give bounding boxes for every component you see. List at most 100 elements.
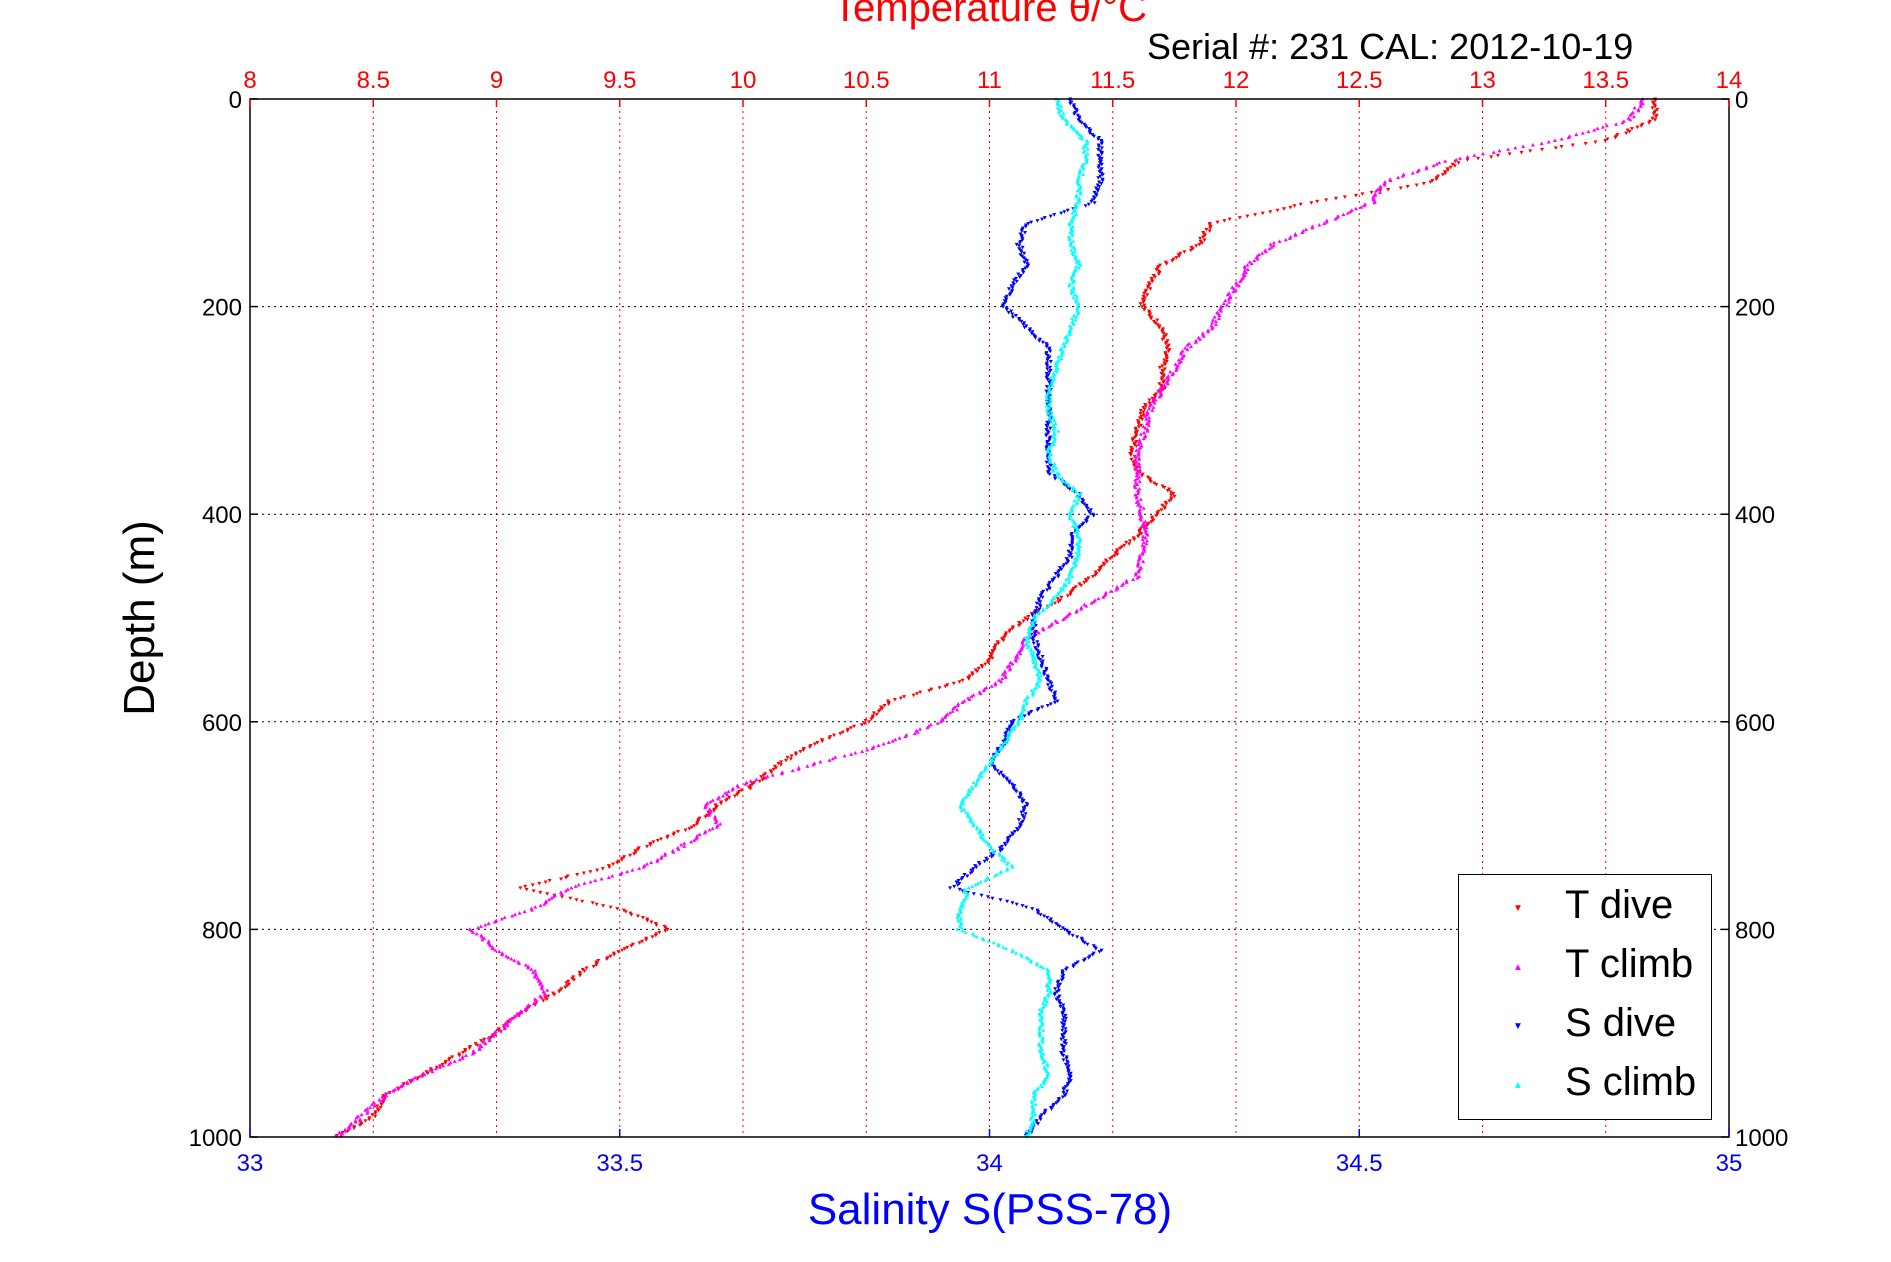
data-point-s-dive bbox=[1036, 911, 1041, 916]
data-point-t-climb bbox=[588, 879, 593, 884]
data-point-s-dive bbox=[1061, 1015, 1066, 1019]
data-point-s-dive bbox=[1035, 653, 1040, 658]
data-point-t-climb bbox=[1063, 616, 1068, 620]
data-point-s-dive bbox=[1045, 703, 1050, 708]
data-point-s-climb bbox=[1063, 335, 1068, 340]
data-point-s-climb bbox=[1028, 1127, 1033, 1132]
data-point-t-climb bbox=[1003, 675, 1008, 679]
data-point-s-climb bbox=[1073, 317, 1078, 322]
data-point-t-climb bbox=[890, 739, 895, 743]
data-point-t-dive bbox=[1653, 115, 1658, 119]
data-point-s-dive bbox=[1038, 604, 1043, 609]
data-point-s-dive bbox=[1044, 460, 1049, 465]
data-point-s-climb bbox=[986, 876, 991, 881]
data-point-t-dive bbox=[425, 1071, 430, 1076]
data-point-t-climb bbox=[645, 862, 650, 866]
data-point-s-climb bbox=[1052, 596, 1057, 601]
data-point-s-climb bbox=[1067, 237, 1072, 242]
data-point-s-climb bbox=[1040, 1040, 1045, 1044]
data-point-t-dive bbox=[1288, 205, 1293, 210]
data-point-t-dive bbox=[1202, 238, 1207, 242]
depth-tick-label-right: 0 bbox=[1735, 87, 1748, 114]
data-point-t-dive bbox=[546, 994, 551, 999]
data-point-s-climb bbox=[1003, 946, 1008, 951]
data-point-t-dive bbox=[622, 947, 627, 951]
data-point-t-dive bbox=[712, 809, 717, 813]
data-point-t-dive bbox=[1073, 585, 1078, 589]
data-point-s-climb bbox=[1052, 463, 1057, 467]
data-point-t-climb bbox=[359, 1112, 364, 1117]
data-point-s-climb bbox=[995, 752, 1000, 756]
data-point-s-climb bbox=[1003, 740, 1008, 745]
data-point-s-climb bbox=[1032, 687, 1037, 691]
data-point-s-dive bbox=[1016, 818, 1021, 822]
data-point-t-climb bbox=[363, 1108, 368, 1112]
data-point-t-climb bbox=[533, 971, 538, 976]
data-point-s-dive bbox=[1073, 962, 1078, 966]
data-point-s-dive bbox=[1017, 241, 1022, 245]
data-point-s-climb bbox=[974, 934, 979, 939]
data-point-t-climb bbox=[593, 878, 598, 882]
data-point-s-climb bbox=[986, 842, 991, 847]
data-point-t-dive bbox=[1068, 592, 1073, 597]
data-point-t-dive bbox=[990, 650, 995, 655]
data-point-s-climb bbox=[1075, 312, 1080, 316]
data-point-s-dive bbox=[1097, 161, 1102, 165]
data-point-s-climb bbox=[1067, 484, 1072, 488]
data-point-s-climb bbox=[1019, 954, 1024, 958]
data-point-t-dive bbox=[1141, 300, 1146, 305]
data-point-s-dive bbox=[1014, 902, 1019, 907]
data-point-t-dive bbox=[541, 999, 546, 1003]
data-point-s-climb bbox=[1046, 994, 1051, 998]
data-point-s-climb bbox=[1005, 862, 1010, 866]
data-point-t-climb bbox=[606, 875, 611, 879]
data-point-s-climb bbox=[960, 928, 965, 933]
data-point-t-climb bbox=[953, 704, 958, 709]
data-point-t-climb bbox=[532, 974, 537, 979]
data-point-s-dive bbox=[1060, 1028, 1065, 1033]
data-point-t-dive bbox=[820, 739, 825, 744]
data-point-t-dive bbox=[801, 748, 806, 752]
data-point-t-climb bbox=[1047, 624, 1052, 629]
data-point-s-dive bbox=[1006, 311, 1011, 315]
data-point-s-dive bbox=[985, 895, 990, 899]
data-point-t-dive bbox=[1162, 506, 1167, 511]
data-point-t-climb bbox=[999, 679, 1004, 684]
data-point-t-climb bbox=[1134, 500, 1139, 504]
data-point-t-dive bbox=[1207, 229, 1212, 233]
data-point-s-climb bbox=[1075, 555, 1080, 559]
data-point-t-dive bbox=[1151, 518, 1156, 523]
data-point-s-climb bbox=[1020, 716, 1025, 721]
data-point-t-dive bbox=[1142, 308, 1147, 312]
data-point-s-climb bbox=[1055, 105, 1060, 110]
data-point-t-dive bbox=[1583, 141, 1588, 146]
data-point-s-climb bbox=[1045, 1063, 1050, 1068]
data-point-t-climb bbox=[1138, 441, 1143, 445]
data-point-s-dive bbox=[1092, 134, 1097, 139]
data-point-t-dive bbox=[778, 763, 783, 767]
data-point-s-dive bbox=[1047, 472, 1052, 477]
data-point-s-climb bbox=[1050, 383, 1055, 387]
data-point-s-dive bbox=[1066, 1070, 1071, 1074]
data-point-t-climb bbox=[1225, 303, 1230, 307]
data-point-s-dive bbox=[1092, 201, 1097, 205]
data-point-s-climb bbox=[1070, 488, 1075, 492]
data-point-s-climb bbox=[1039, 1010, 1044, 1014]
data-point-t-climb bbox=[498, 1028, 503, 1032]
data-point-s-dive bbox=[1068, 101, 1073, 106]
data-point-s-dive bbox=[1037, 607, 1042, 612]
data-point-t-dive bbox=[1169, 493, 1174, 497]
data-point-s-climb bbox=[1078, 168, 1083, 172]
data-point-s-climb bbox=[971, 823, 976, 828]
data-point-t-climb bbox=[630, 868, 635, 872]
data-point-s-climb bbox=[977, 773, 982, 777]
data-point-t-climb bbox=[392, 1087, 397, 1092]
data-point-t-climb bbox=[510, 1016, 515, 1020]
data-point-t-dive bbox=[695, 822, 700, 827]
data-point-s-climb bbox=[1044, 403, 1049, 408]
data-point-t-dive bbox=[628, 853, 633, 858]
data-point-s-dive bbox=[985, 858, 990, 862]
data-point-s-dive bbox=[1064, 967, 1069, 972]
data-point-s-climb bbox=[1010, 865, 1015, 869]
data-point-t-dive bbox=[951, 681, 956, 686]
